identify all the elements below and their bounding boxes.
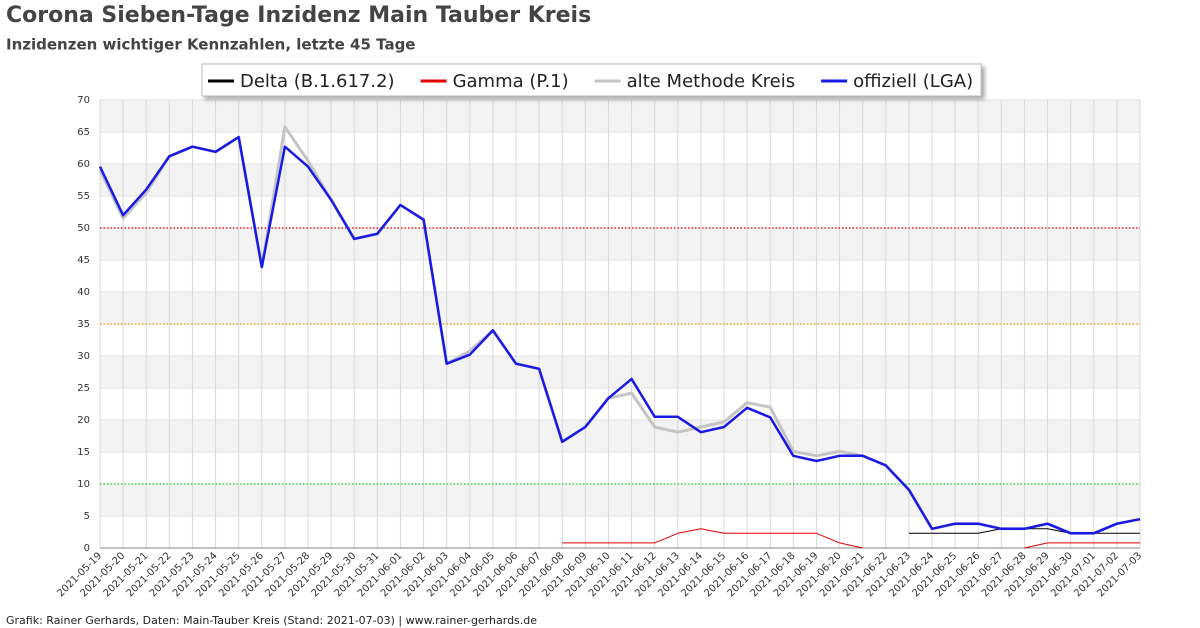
y-tick-label: 20 — [77, 415, 90, 426]
band — [100, 228, 1140, 260]
y-tick-label: 25 — [77, 383, 90, 394]
chart-title: Corona Sieben-Tage Inzidenz Main Tauber … — [6, 3, 591, 28]
y-tick-label: 40 — [77, 287, 90, 298]
legend-label: Delta (B.1.617.2) — [240, 71, 395, 92]
band — [100, 484, 1140, 516]
y-tick-label: 55 — [77, 191, 90, 202]
band — [100, 292, 1140, 324]
legend: Delta (B.1.617.2) Gamma (P.1) alte Methode… — [201, 63, 982, 97]
legend-box — [201, 63, 982, 97]
y-tick-label: 35 — [77, 319, 90, 330]
y-tick-label: 45 — [77, 255, 90, 266]
band — [100, 100, 1140, 132]
y-tick-label: 5 — [84, 511, 90, 522]
y-tick-label: 10 — [77, 479, 90, 490]
y-tick-label: 70 — [77, 95, 90, 106]
series-line — [98, 135, 1141, 535]
y-tick-label: 50 — [77, 223, 90, 234]
legend-label: offiziell (LGA) — [853, 71, 973, 92]
band — [100, 420, 1140, 452]
footer: Grafik: Rainer Gerhards, Daten: Main-Tau… — [6, 614, 537, 627]
y-tick-label: 0 — [84, 543, 90, 554]
legend-label: alte Methode Kreis — [627, 71, 795, 92]
y-tick-label: 60 — [77, 159, 90, 170]
band — [100, 164, 1140, 196]
y-tick-label: 15 — [77, 447, 90, 458]
chart-subtitle: Inzidenzen wichtiger Kennzahlen, letzte … — [6, 36, 415, 54]
band — [100, 356, 1140, 388]
y-tick-label: 30 — [77, 351, 90, 362]
series-line — [562, 528, 1140, 549]
y-tick-label: 65 — [77, 127, 90, 138]
legend-label: Gamma (P.1) — [453, 71, 569, 92]
